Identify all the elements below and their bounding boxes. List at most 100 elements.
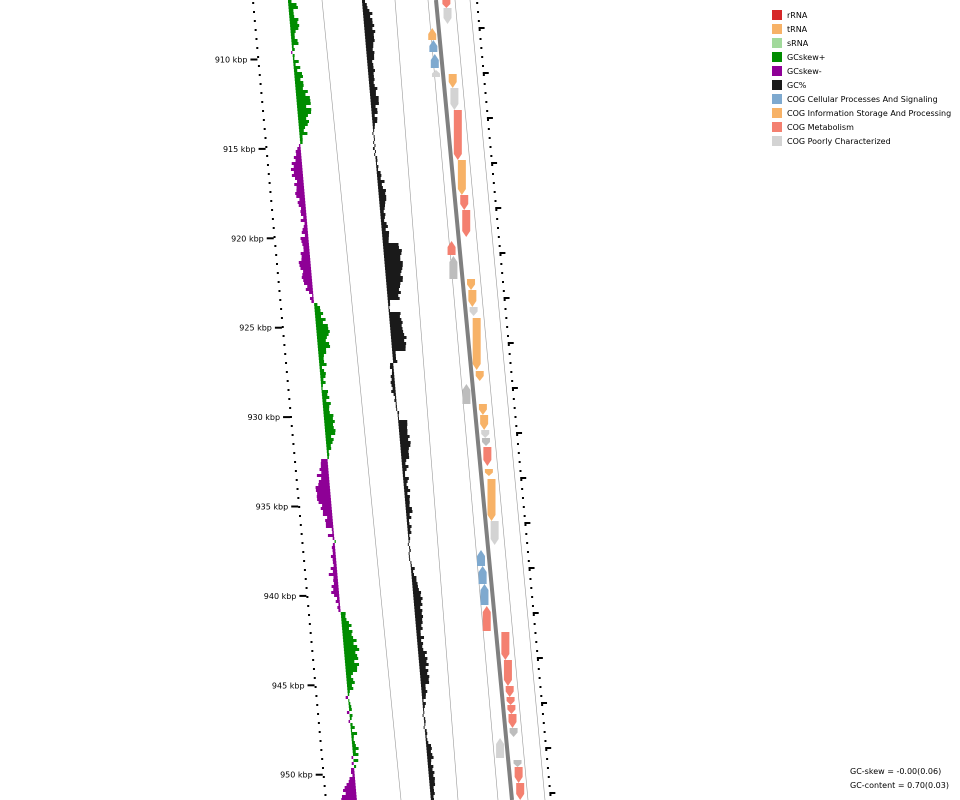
gc-content-bar bbox=[384, 261, 403, 264]
gc-content-bar bbox=[383, 252, 402, 255]
gc-content-bar bbox=[427, 759, 432, 762]
gc-skew-bar bbox=[324, 420, 335, 423]
gc-content-bar bbox=[406, 513, 410, 516]
gc-content-bar bbox=[363, 15, 371, 18]
gc-content-bar bbox=[381, 222, 387, 225]
gene-arrow bbox=[478, 566, 487, 584]
outer-ruler-dot bbox=[528, 569, 531, 571]
gc-skew-bar bbox=[325, 522, 334, 525]
gc-content-bar bbox=[363, 21, 373, 24]
gc-content-bar bbox=[397, 411, 400, 414]
outer-ruler-dot bbox=[492, 173, 495, 175]
legend-label: tRNA bbox=[787, 24, 808, 34]
gc-content-bar bbox=[366, 48, 373, 51]
gc-content-bar bbox=[365, 36, 375, 39]
gc-skew-bar bbox=[332, 570, 338, 573]
ruler-dot bbox=[301, 542, 304, 544]
outer-ruler-dot bbox=[494, 200, 497, 202]
outer-ruler-dot bbox=[486, 110, 489, 112]
gc-skew-bar bbox=[351, 756, 354, 759]
gc-content-bar bbox=[399, 432, 408, 435]
gc-content-bar bbox=[391, 384, 396, 387]
legend: rRNA tRNA sRNA GCskew+ GCskew- GC% COG C… bbox=[772, 8, 951, 148]
outer-ruler-dot bbox=[541, 704, 544, 706]
gc-content-bar bbox=[364, 24, 375, 27]
ruler-dot bbox=[267, 173, 270, 175]
gc-content-bar bbox=[397, 414, 399, 417]
gc-skew-bar bbox=[295, 90, 308, 93]
gc-content-bar bbox=[427, 765, 434, 768]
gc-skew-bar bbox=[316, 495, 331, 498]
gc-content-bar bbox=[404, 492, 408, 495]
gene-arrow bbox=[448, 74, 457, 88]
ruler-dot bbox=[261, 101, 264, 103]
outer-ruler-dot bbox=[523, 515, 526, 517]
gene-arrow bbox=[508, 714, 517, 728]
gc-content-bar bbox=[382, 240, 389, 243]
gc-skew-bar bbox=[297, 111, 312, 114]
gene-arrow bbox=[450, 88, 459, 110]
ruler-dot bbox=[315, 695, 318, 697]
gc-skew-bar bbox=[293, 63, 296, 66]
ruler-tick-label: 920 kbp bbox=[231, 234, 264, 243]
gc-skew-bar bbox=[320, 462, 328, 465]
outer-ruler-dot bbox=[527, 560, 530, 562]
gc-content-bar bbox=[398, 420, 408, 423]
gc-skew-bar bbox=[341, 621, 349, 624]
gc-content-bar bbox=[372, 120, 378, 123]
gc-content-bar bbox=[400, 450, 409, 453]
legend-label: GCskew- bbox=[787, 66, 822, 76]
gc-skew-bar bbox=[294, 72, 302, 75]
gc-content-bar bbox=[400, 447, 409, 450]
gc-content-bar bbox=[365, 42, 374, 45]
gc-skew-bar bbox=[298, 117, 307, 120]
ruler-dot bbox=[271, 209, 274, 211]
ruler-tick: 930 kbp bbox=[247, 413, 291, 422]
gc-content-track bbox=[362, 0, 436, 800]
gc-skew-bar bbox=[299, 198, 306, 201]
gc-skew-bar bbox=[295, 192, 305, 195]
gc-content-bar bbox=[375, 156, 378, 159]
gc-content-bar bbox=[426, 747, 432, 750]
gc-content-bar bbox=[385, 267, 403, 270]
gc-skew-bar bbox=[307, 285, 313, 288]
gc-skew-bar bbox=[315, 489, 331, 492]
ruler-dot bbox=[289, 416, 292, 418]
gc-skew-bar bbox=[311, 300, 314, 303]
gene-arrow bbox=[480, 415, 489, 430]
gc-content-bar bbox=[385, 270, 402, 273]
outer-ruler-dot bbox=[491, 164, 494, 166]
ruler-tick-label: 935 kbp bbox=[256, 503, 289, 512]
outer-ruler-dot bbox=[542, 722, 545, 724]
gc-content-bar bbox=[422, 702, 426, 705]
gc-content-bar bbox=[372, 117, 378, 120]
gc-content-bar bbox=[420, 678, 429, 681]
gene-arrow bbox=[505, 686, 514, 697]
gc-skew-track bbox=[288, 0, 360, 800]
gc-content-bar bbox=[407, 522, 410, 525]
gc-content-bar bbox=[425, 732, 428, 735]
gc-content-bar bbox=[408, 555, 410, 558]
outer-ruler-dot bbox=[533, 623, 536, 625]
gene-arrow bbox=[482, 606, 491, 631]
outer-ruler-dot bbox=[525, 533, 528, 535]
gc-skew-bar bbox=[309, 297, 314, 300]
gc-skew-bar bbox=[316, 336, 327, 339]
gc-content-bar bbox=[373, 138, 375, 141]
gc-skew-bar bbox=[326, 444, 331, 447]
ruler-tick-label: 950 kbp bbox=[280, 771, 313, 780]
gene-arrow bbox=[477, 550, 486, 566]
ruler-dot bbox=[324, 794, 327, 796]
gc-skew-bar bbox=[319, 363, 327, 366]
ruler-tick: 915 kbp bbox=[223, 145, 266, 154]
gc-content-bar bbox=[395, 402, 397, 405]
ruler-dot bbox=[263, 128, 266, 130]
ruler-tick-label: 915 kbp bbox=[223, 145, 256, 154]
gc-content-bar bbox=[365, 45, 374, 48]
gc-content-bar bbox=[401, 456, 410, 459]
outer-ruler-dot bbox=[503, 299, 506, 301]
ruler-dot bbox=[290, 425, 293, 427]
gc-content-bar bbox=[362, 0, 366, 3]
gc-content-bar bbox=[424, 723, 426, 726]
gc-skew-bar bbox=[325, 519, 333, 522]
